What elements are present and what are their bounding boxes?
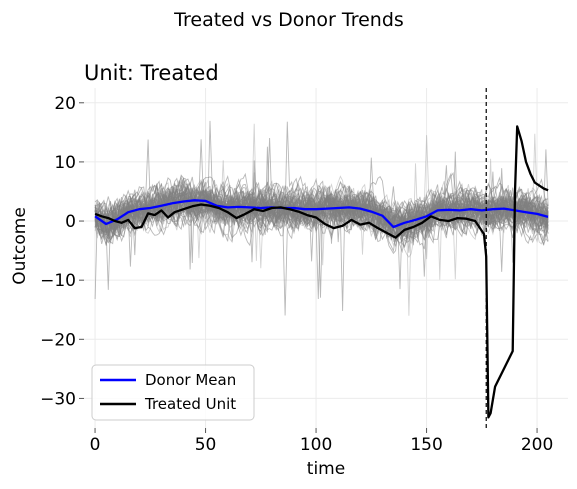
y-tick-label: −20: [40, 330, 76, 350]
chart-title: Unit: Treated: [84, 61, 219, 85]
x-axis-ticks: 0 50 100 150 200: [90, 428, 553, 455]
donor-line: [94, 191, 549, 238]
figure-suptitle: Treated vs Donor Trends: [173, 9, 404, 31]
x-tick-label: 150: [410, 435, 442, 455]
y-tick-label: 10: [54, 153, 76, 173]
x-tick-label: 0: [90, 435, 101, 455]
y-tick-label: −10: [40, 271, 76, 291]
series-lines: [94, 125, 549, 419]
x-tick-label: 200: [521, 435, 553, 455]
donor-mean-line: [94, 199, 549, 229]
legend: Donor Mean Treated Unit: [91, 364, 255, 421]
treated-unit-line: [94, 125, 549, 419]
y-tick-label: 0: [65, 212, 76, 232]
y-tick-label: −30: [40, 389, 76, 409]
donor-lines: [94, 120, 549, 316]
y-axis-ticks: 20 10 0 −10 −20 −30: [40, 94, 84, 409]
y-axis-label: Outcome: [10, 207, 30, 285]
x-tick-label: 50: [195, 435, 217, 455]
x-axis-label: time: [307, 459, 345, 479]
x-tick-label: 100: [300, 435, 332, 455]
donor-line: [94, 133, 549, 266]
legend-label-donor-mean: Donor Mean: [145, 371, 236, 389]
legend-label-treated-unit: Treated Unit: [144, 395, 236, 413]
y-tick-label: 20: [54, 94, 76, 114]
donor-line: [94, 120, 549, 255]
plot-area: [84, 88, 568, 428]
